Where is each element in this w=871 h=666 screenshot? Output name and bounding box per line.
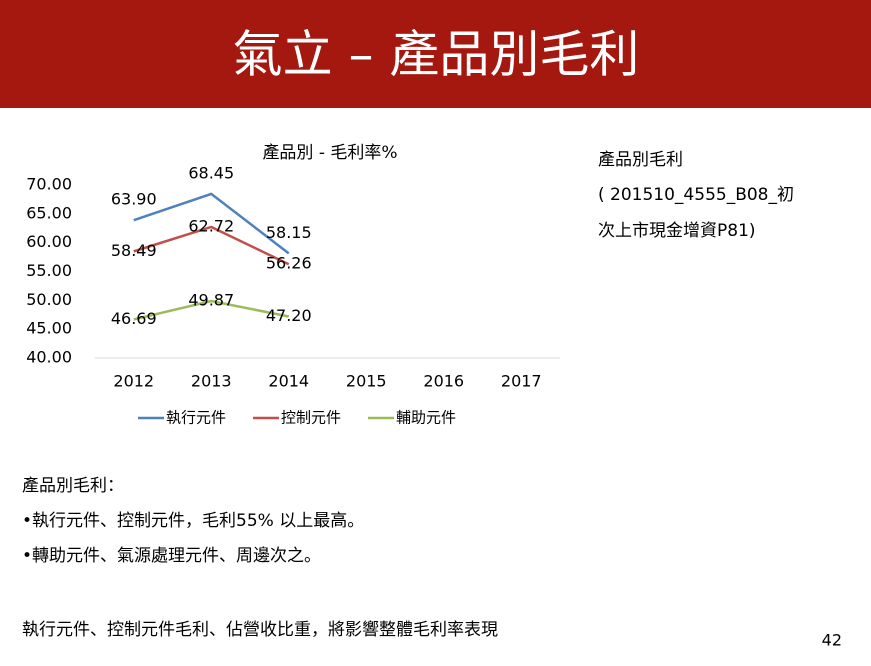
- x-tick-label: 2017: [501, 372, 542, 391]
- y-tick-label: 55.00: [26, 261, 72, 280]
- x-tick-label: 2013: [191, 372, 232, 391]
- bullet: •執行元件、控制元件，毛利55% 以上最高。: [22, 511, 364, 531]
- y-tick-label: 65.00: [26, 203, 72, 222]
- page-number: 42: [822, 631, 842, 650]
- body-heading: 產品別毛利：: [22, 476, 124, 496]
- side-note: 產品別毛利: [598, 150, 683, 170]
- series-line: [133, 299, 289, 321]
- data-label: 49.87: [188, 291, 234, 310]
- x-tick-label: 2012: [113, 372, 154, 391]
- data-label: 62.72: [188, 216, 234, 235]
- conclusion: 執行元件、控制元件毛利、佔營收比重，將影響整體毛利率表現: [22, 620, 498, 640]
- chart-title: 產品別 - 毛利率%: [262, 143, 397, 163]
- data-label: 47.20: [266, 306, 312, 325]
- data-label: 56.26: [266, 254, 312, 273]
- data-label: 46.69: [111, 309, 157, 328]
- bullet: •轉助元件、氣源處理元件、周邊次之。: [22, 546, 321, 566]
- data-label: 58.49: [111, 241, 157, 260]
- y-tick-label: 45.00: [26, 319, 72, 338]
- data-label: 58.15: [266, 223, 312, 242]
- x-tick-label: 2016: [423, 372, 464, 391]
- header-band: [0, 0, 871, 108]
- data-label: 68.45: [188, 163, 234, 182]
- side-note: ( 201510_4555_B08_初: [598, 185, 794, 205]
- data-label: 63.90: [111, 190, 157, 209]
- series-line: [133, 192, 290, 255]
- y-tick-label: 50.00: [26, 290, 72, 309]
- y-tick-label: 60.00: [26, 232, 72, 251]
- x-tick-label: 2014: [268, 372, 309, 391]
- legend-label: 控制元件: [281, 409, 341, 427]
- legend-label: 輔助元件: [396, 409, 456, 427]
- slide-title: 氣立 – 產品別毛利: [233, 26, 640, 84]
- legend-label: 執行元件: [166, 409, 226, 427]
- series-line: [133, 225, 290, 266]
- y-tick-label: 70.00: [26, 175, 72, 194]
- side-note: 次上市現金增資P81): [598, 221, 756, 241]
- x-tick-label: 2015: [346, 372, 387, 391]
- y-tick-label: 40.00: [26, 348, 72, 367]
